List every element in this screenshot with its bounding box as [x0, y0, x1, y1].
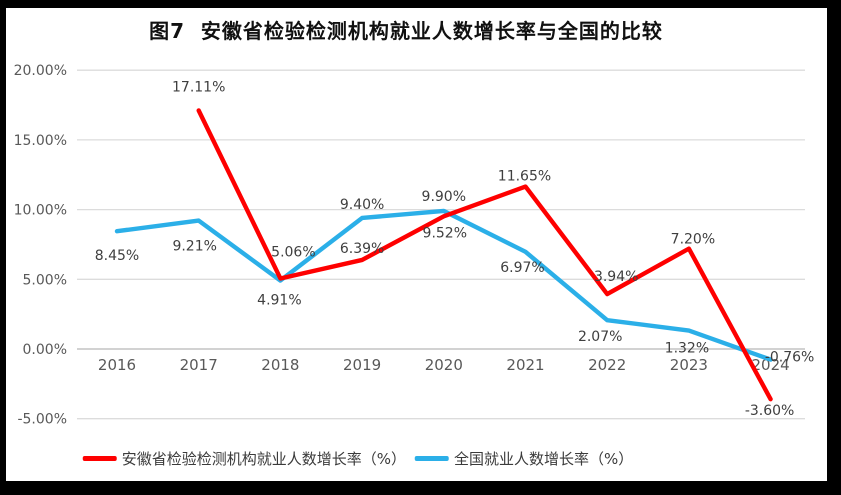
data-label: -3.60% [745, 403, 795, 419]
x-tick-label: 2021 [506, 356, 544, 374]
legend-line-swatch [82, 456, 117, 461]
data-label: 7.20% [671, 232, 715, 248]
chart-title: 图7 安徽省检验检测机构就业人数增长率与全国的比较 [149, 19, 663, 43]
anhui-series-line [196, 108, 773, 402]
y-tick-label: 10.00% [14, 203, 67, 219]
data-label: 9.40% [340, 197, 384, 213]
data-label: 11.65% [498, 169, 551, 185]
data-label: 9.21% [172, 239, 216, 255]
data-label: 9.90% [422, 189, 466, 205]
x-tick-label: 2024 [752, 356, 790, 374]
data-label: 8.45% [95, 248, 139, 264]
chart-legend: 安徽省检验检测机构就业人数增长率（%） 全国就业人数增长率（%） [82, 448, 633, 469]
data-label: 1.32% [665, 341, 709, 357]
legend-label: 安徽省检验检测机构就业人数增长率（%） [121, 450, 406, 468]
x-tick-label: 2022 [588, 356, 626, 374]
x-tick-label: 2020 [425, 356, 463, 374]
data-label: 3.94% [594, 269, 638, 285]
x-tick-label: 2018 [261, 356, 299, 374]
x-tick-label: 2016 [98, 356, 136, 374]
y-tick-label: 20.00% [14, 63, 67, 79]
y-axis-labels: 20.00% 15.00% 10.00% 5.00% 0.00% -5.00% [14, 63, 67, 428]
data-label: 17.11% [172, 79, 225, 95]
y-tick-label: -5.00% [17, 412, 67, 428]
x-tick-label: 2019 [343, 356, 381, 374]
y-tick-label: 15.00% [14, 133, 67, 149]
chart-area: 图7 安徽省检验检测机构就业人数增长率与全国的比较 20.00% 15.00% 10… [6, 8, 827, 481]
y-tick-label: 5.00% [23, 272, 67, 288]
legend-label: 全国就业人数增长率（%） [454, 450, 634, 468]
x-tick-label: 2017 [180, 356, 218, 374]
national-series-line [114, 208, 773, 362]
y-tick-label: 0.00% [23, 342, 67, 358]
data-label: 6.97% [500, 260, 544, 276]
x-tick-label: 2023 [670, 356, 708, 374]
data-label: 4.91% [257, 293, 301, 309]
data-label: 2.07% [578, 329, 622, 345]
x-axis-labels: 2016 2017 2018 2019 2020 2021 2022 2023 2024 [98, 356, 790, 374]
data-labels: 17.11% 5.06% 6.39% 9.52% 11.65% 3.94% 7.20% -3.… [95, 79, 815, 419]
legend-item-anhui: 安徽省检验检测机构就业人数增长率（%） [82, 448, 406, 469]
data-label: 9.52% [423, 225, 467, 241]
data-label: 6.39% [340, 241, 384, 257]
line-chart-plot: 20.00%15.00%10.00%5.00%0.00%-5.00%2016 20… [14, 63, 815, 428]
data-label: -0.76% [765, 350, 815, 366]
legend-line-swatch [415, 456, 449, 461]
data-label: 5.06% [271, 244, 315, 260]
legend-item-national: 全国就业人数增长率（%） [415, 448, 633, 469]
